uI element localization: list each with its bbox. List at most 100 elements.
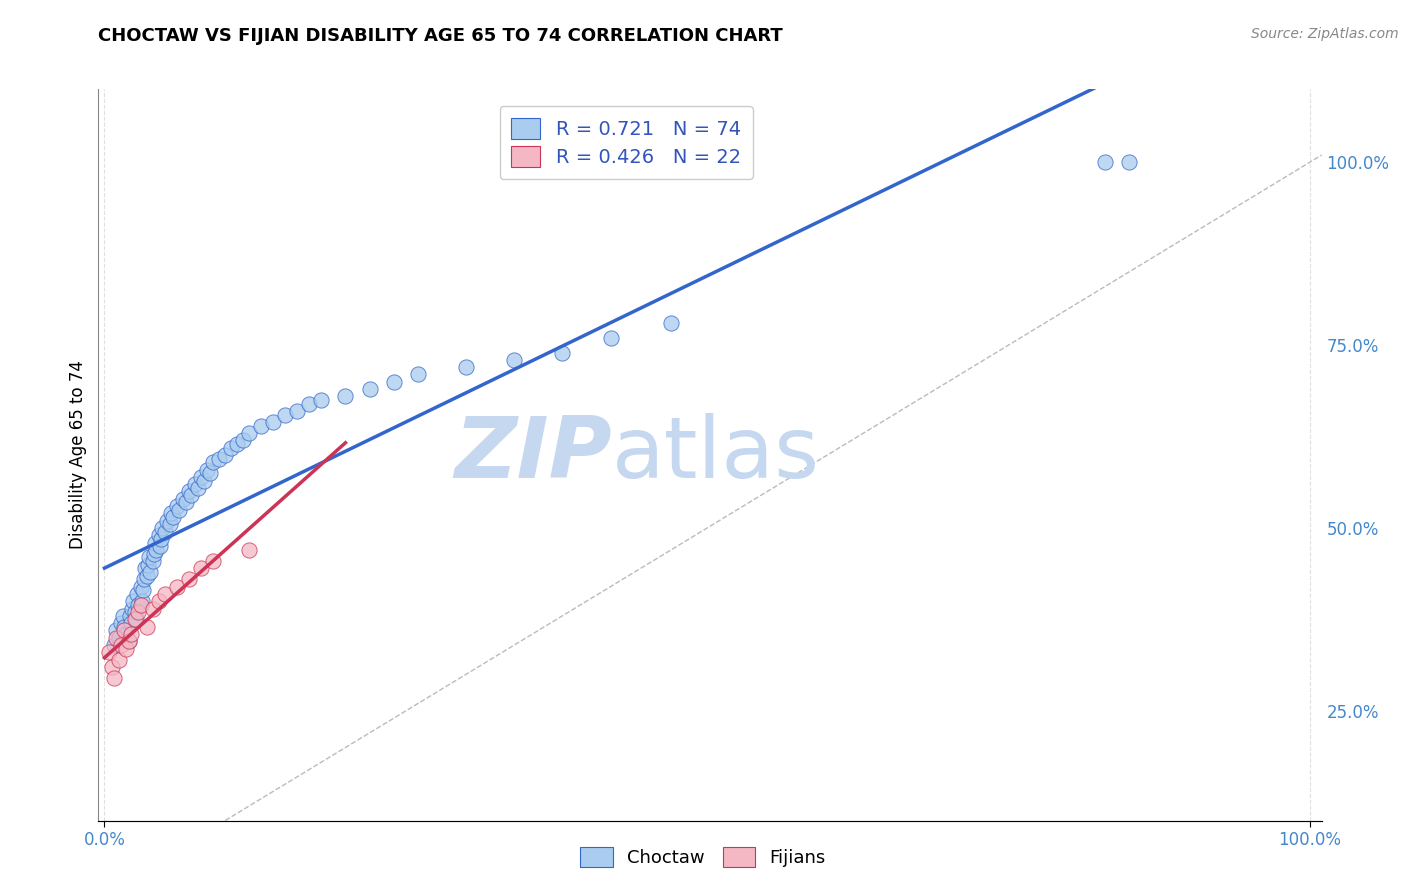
Point [201, 455, 224, 469]
Point [134, 561, 156, 575]
Point [166, 580, 188, 594]
Point [214, 448, 236, 462]
Text: Source: ZipAtlas.com: Source: ZipAtlas.com [1251, 27, 1399, 41]
Point [120, 627, 142, 641]
Point [285, 404, 308, 418]
Point [135, 620, 157, 634]
Point [111, 608, 134, 623]
Point [139, 565, 162, 579]
Point [238, 425, 260, 440]
Point [219, 441, 242, 455]
Point [156, 514, 179, 528]
Point [311, 392, 333, 407]
Point [129, 598, 152, 612]
Point [127, 598, 149, 612]
Point [176, 495, 198, 509]
Y-axis label: Disability Age 65 to 74: Disability Age 65 to 74 [69, 360, 87, 549]
Point [115, 641, 138, 656]
Point [145, 543, 167, 558]
Point [122, 594, 145, 608]
Text: CHOCTAW VS FIJIAN DISABILITY AGE 65 TO 74 CORRELATION CHART: CHOCTAW VS FIJIAN DISABILITY AGE 65 TO 7… [98, 27, 783, 45]
Point [166, 499, 188, 513]
Point [136, 558, 159, 572]
Text: ZIP: ZIP [454, 413, 612, 497]
Point [132, 583, 155, 598]
Legend: Choctaw, Fijians: Choctaw, Fijians [572, 839, 834, 874]
Point [382, 375, 405, 389]
Point [125, 613, 148, 627]
Point [274, 408, 297, 422]
Point [226, 437, 249, 451]
Point [153, 587, 176, 601]
Point [335, 389, 357, 403]
Point [162, 510, 184, 524]
Point [177, 572, 200, 586]
Point [659, 316, 682, 330]
Point [142, 601, 165, 615]
Point [131, 594, 153, 608]
Point [599, 331, 621, 345]
Point [110, 616, 132, 631]
Point [138, 550, 160, 565]
Point [125, 587, 148, 601]
Point [121, 601, 143, 615]
Point [159, 517, 181, 532]
Point [172, 491, 194, 506]
Point [1118, 155, 1140, 169]
Point [115, 627, 138, 641]
Point [150, 532, 173, 546]
Point [105, 624, 128, 638]
Point [187, 481, 209, 495]
Point [190, 470, 212, 484]
Text: atlas: atlas [612, 413, 820, 497]
Point [148, 528, 170, 542]
Point [232, 434, 254, 448]
Point [149, 539, 172, 553]
Point [180, 488, 202, 502]
Point [454, 360, 477, 375]
Point [134, 572, 156, 586]
Point [143, 535, 166, 549]
Point [117, 634, 139, 648]
Point [195, 462, 218, 476]
Point [150, 521, 173, 535]
Point [1094, 155, 1116, 169]
Point [124, 613, 146, 627]
Point [135, 568, 157, 582]
Point [359, 382, 381, 396]
Legend: R = 0.721   N = 74, R = 0.426   N = 22: R = 0.721 N = 74, R = 0.426 N = 22 [499, 106, 752, 178]
Point [200, 467, 222, 481]
Point [142, 547, 165, 561]
Point [177, 484, 200, 499]
Point [262, 415, 284, 429]
Point [127, 605, 149, 619]
Point [120, 616, 142, 631]
Point [193, 474, 215, 488]
Point [148, 594, 170, 608]
Point [298, 397, 321, 411]
Point [190, 561, 212, 575]
Point [103, 671, 125, 685]
Point [184, 477, 207, 491]
Point [406, 368, 429, 382]
Point [108, 653, 131, 667]
Point [129, 580, 152, 594]
Point [98, 645, 121, 659]
Point [118, 608, 141, 623]
Point [238, 543, 260, 558]
Point [503, 352, 526, 367]
Point [551, 345, 574, 359]
Point [142, 554, 165, 568]
Point [153, 524, 176, 539]
Point [167, 503, 190, 517]
Point [100, 660, 122, 674]
Point [112, 624, 135, 638]
Point [108, 631, 131, 645]
Point [124, 605, 146, 619]
Point [208, 451, 231, 466]
Point [117, 634, 139, 648]
Point [112, 620, 135, 634]
Point [201, 554, 224, 568]
Point [105, 631, 128, 645]
Point [103, 638, 125, 652]
